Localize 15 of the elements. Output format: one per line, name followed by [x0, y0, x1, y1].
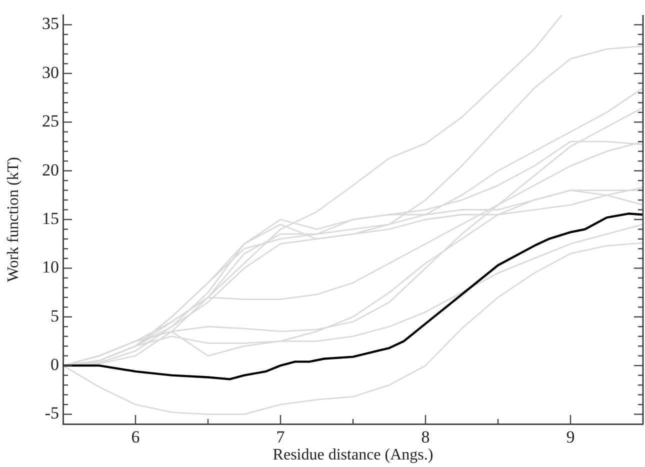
x-tick-label: 9 [566, 428, 575, 447]
y-axis-title: Work function (kT) [4, 157, 22, 282]
y-tick-label: 0 [50, 355, 59, 374]
y-tick-label: 30 [42, 62, 59, 82]
y-tick-label: 15 [42, 208, 59, 228]
x-axis-title: Residue distance (Angs.) [272, 446, 434, 464]
y-tick-label: 25 [42, 112, 59, 131]
y-tick-label: 20 [42, 160, 59, 180]
y-tick-label: 35 [42, 14, 59, 34]
x-tick-label: 8 [421, 428, 430, 447]
y-tick-label: 5 [50, 306, 59, 326]
y-tick-label: 10 [42, 258, 59, 277]
x-tick-label: 6 [131, 428, 140, 447]
x-tick-label: 7 [276, 428, 286, 447]
y-tick-label: -5 [44, 404, 59, 423]
